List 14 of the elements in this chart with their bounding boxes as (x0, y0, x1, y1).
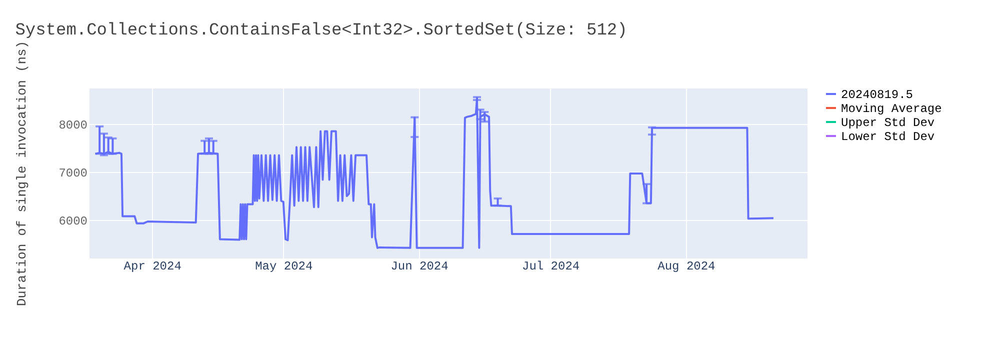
legend-label: Upper Std Dev (841, 116, 935, 130)
chart-title: System.Collections.ContainsFalse<Int32>.SortedSet(Size: 512) (15, 21, 628, 40)
x-tick-label: Jul 2024 (522, 260, 580, 274)
legend-label: Lower Std Dev (841, 130, 935, 144)
y-tick-label: 8000 (58, 118, 88, 133)
y-tick-label: 7000 (58, 166, 88, 181)
x-tick-label: Aug 2024 (658, 260, 716, 274)
x-tick-label: Jun 2024 (390, 260, 448, 274)
legend-label: Moving Average (841, 102, 942, 116)
y-axis-title: Duration of single invocation (ns) (14, 40, 30, 306)
legend-label: 20240819.5 (841, 88, 914, 102)
y-tick-label: 6000 (58, 214, 88, 229)
x-tick-label: May 2024 (255, 260, 313, 274)
x-tick-label: Apr 2024 (124, 260, 182, 274)
